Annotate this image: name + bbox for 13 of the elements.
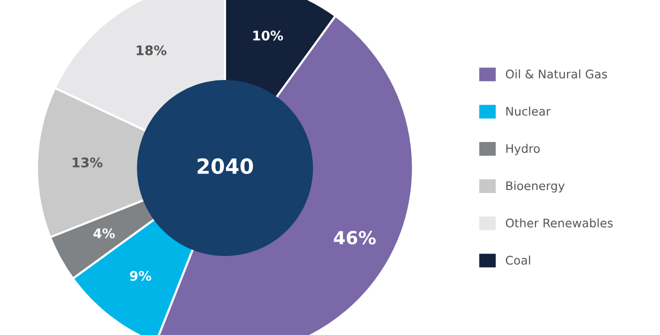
text: 2040 [198, 158, 253, 174]
legend-label: Nuclear [506, 106, 551, 116]
legend-label: Bioenergy [506, 181, 565, 193]
data-label: 9% [130, 270, 152, 281]
data-label: 46% [334, 230, 376, 245]
data-label: 10% [253, 30, 284, 41]
legend-label: Other Renewables [506, 218, 613, 228]
legend-label: Oil & Natural Gas [506, 69, 608, 78]
data-label: 13% [72, 158, 102, 168]
data-label: 18% [136, 45, 166, 56]
legend-label: Coal [506, 256, 530, 265]
data-label: 4% [93, 228, 115, 238]
legend-label: Hydro [506, 144, 540, 156]
